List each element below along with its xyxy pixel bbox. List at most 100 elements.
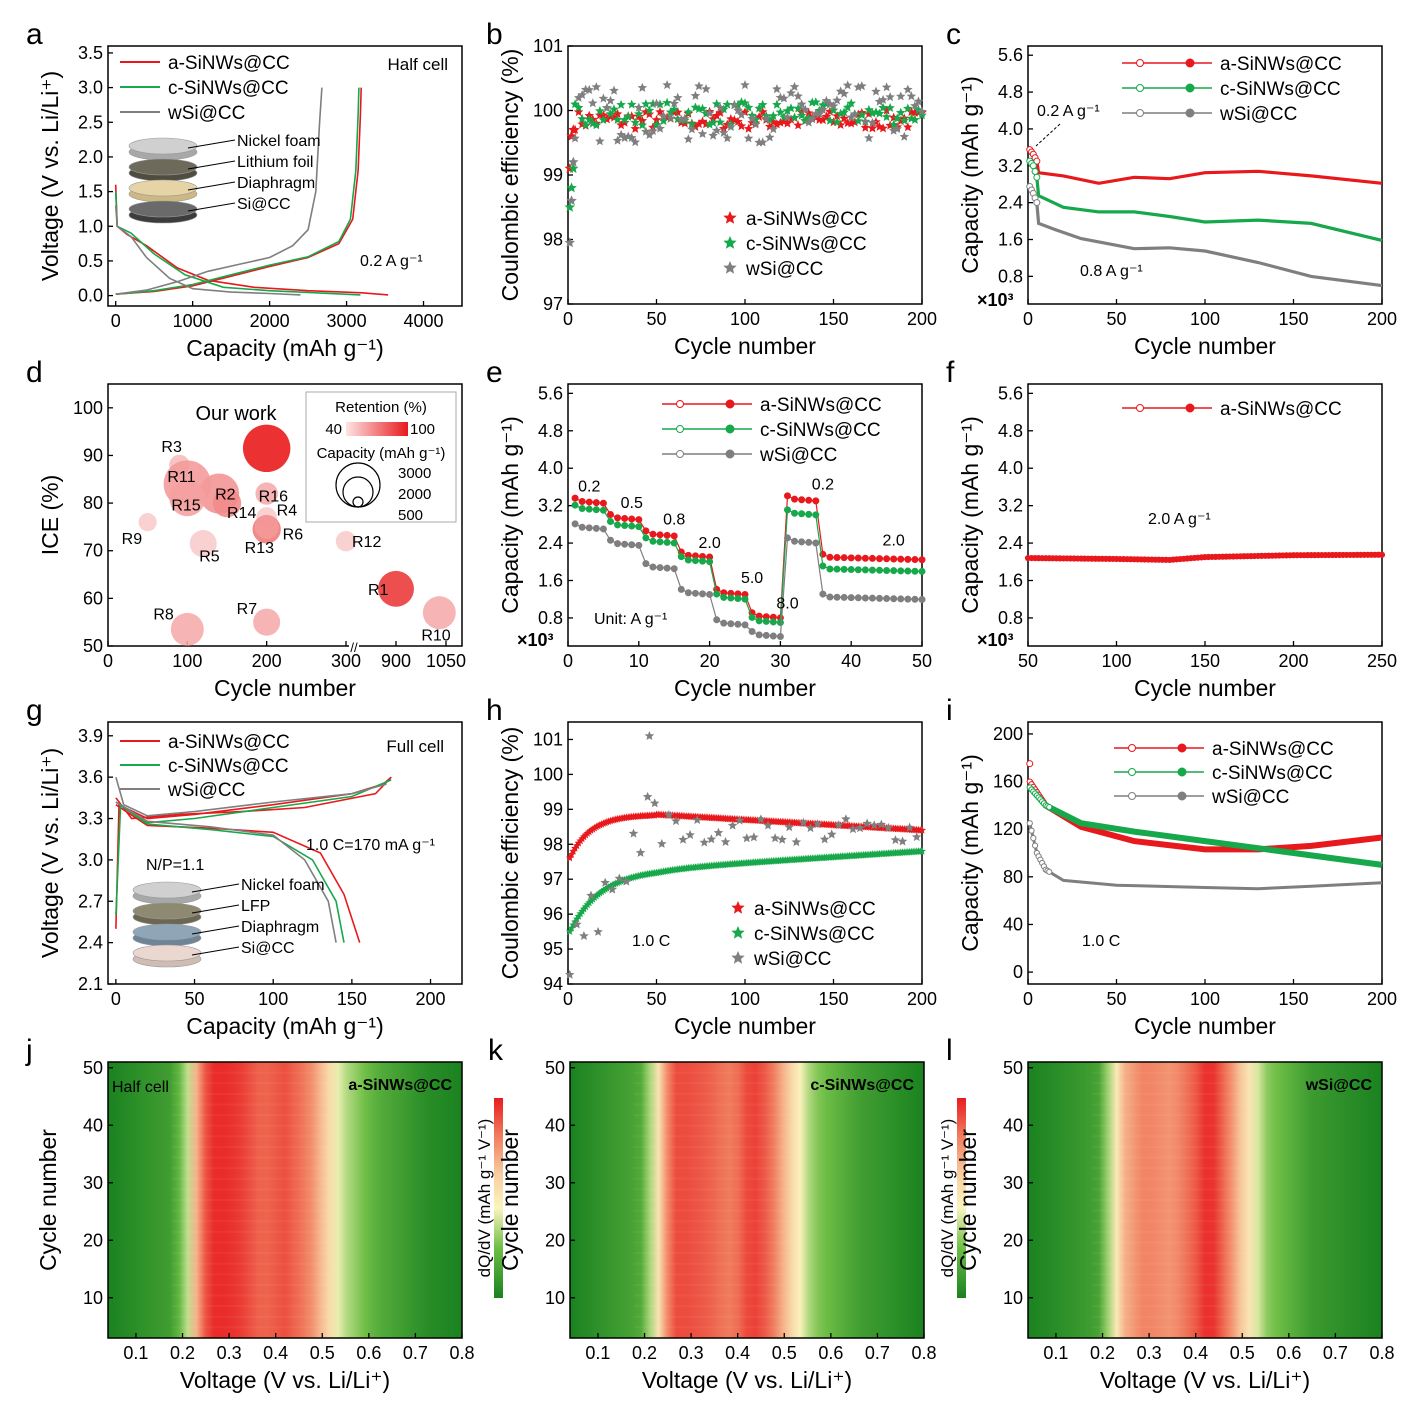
data-point [743,133,754,143]
x-tick-label: 4000 [403,311,443,331]
x-tick-label: 0.1 [1043,1343,1068,1363]
y-tick-label: 0.5 [78,251,103,271]
data-point [796,110,807,120]
data-point [687,119,697,129]
cell-label: Si@CC [241,940,295,957]
panel-letter: j [25,1034,33,1067]
y-tick-label: 40 [545,1115,565,1135]
data-point [783,506,791,514]
data-point [841,814,851,824]
data-point [860,117,871,126]
y-tick-label: 20 [1003,1230,1023,1250]
bubble-label: R12 [352,534,381,551]
data-point [1029,162,1037,170]
data-point [825,106,835,116]
data-point [819,590,827,598]
leader-line [187,160,236,170]
cell-label: Lithium foil [237,154,313,171]
leader-line [191,925,240,935]
data-point [685,830,695,839]
sample-label: a-SiNWs@CC [348,1077,452,1094]
data-point [911,567,919,575]
data-point [706,590,714,598]
x-tick-label: 10 [629,651,649,671]
legend-label: a-SiNWs@CC [760,395,882,416]
x-tick-label: 0 [1023,989,1033,1009]
x-tick-label: 0.2 [632,1343,657,1363]
data-point [818,104,828,114]
data-point [609,104,619,114]
data-point [731,951,745,964]
data-point [918,826,926,834]
rate-label: 0.5 [621,495,643,512]
data-point [599,499,607,507]
data-point [568,163,579,173]
y-tick-label: 4.0 [998,119,1023,139]
data-point [584,84,594,94]
data-point [585,524,593,532]
data-point [670,565,678,573]
x-axis-label: Voltage (V vs. Li/Li⁺) [180,1367,390,1393]
bubble-label: R11 [167,469,195,486]
data-point [883,566,891,574]
data-point [637,120,648,130]
x-tick-label: 200 [907,309,937,329]
colorbar [494,1098,503,1298]
data-point [861,554,869,562]
data-point [791,509,799,517]
legend-value: 3000 [398,465,431,482]
x-tick-label: 0.7 [403,1343,428,1363]
data-point [722,133,733,143]
data-point [860,122,871,132]
y-tick-label: 2.4 [538,533,563,553]
y-tick-label: 60 [83,588,103,608]
data-point [663,538,671,546]
data-point [1031,168,1039,176]
data-point [742,833,752,843]
data-point [697,103,708,113]
y-tick-label: 20 [83,1230,103,1250]
data-point [833,593,841,601]
data-point [883,822,894,832]
rate-label: 8.0 [776,596,798,613]
rate-annotation: 0.8 A g⁻¹ [1080,263,1143,280]
data-point [644,109,655,119]
data-point [723,211,737,224]
legend-label: c-SiNWs@CC [746,234,867,255]
y-tick-label: 20 [545,1230,565,1250]
data-point [890,567,898,575]
data-point [614,540,622,548]
data-point [839,88,849,98]
data-point [917,106,927,116]
data-point [750,119,761,129]
y-tick-label: 94 [543,974,563,994]
data-point [1046,868,1053,875]
cell-layer [128,158,198,176]
y-tick-label: 4.8 [998,421,1023,441]
panel-letter: a [26,18,43,51]
data-point [723,236,737,249]
legend-marker [1128,744,1136,752]
data-point [566,195,577,206]
data-point [904,567,912,575]
plot-frame [1027,1061,1383,1339]
data-point [768,110,779,120]
x-tick-label: 900 [381,651,411,671]
x-axis-label: Cycle number [1134,333,1276,359]
data-point [670,532,678,540]
data-point [775,107,786,117]
data-point [876,566,884,574]
legend-label: wSi@CC [167,780,245,801]
data-point [609,85,619,95]
x-tick-label: 0.3 [217,1343,242,1363]
data-point [727,820,738,830]
data-point [711,125,722,135]
data-point [579,931,589,940]
data-point [573,102,584,112]
data-point [599,506,607,514]
data-point [897,567,905,575]
series-line [115,87,360,295]
panel-letter: e [486,356,503,389]
data-point [763,820,773,830]
data-point [798,496,806,504]
